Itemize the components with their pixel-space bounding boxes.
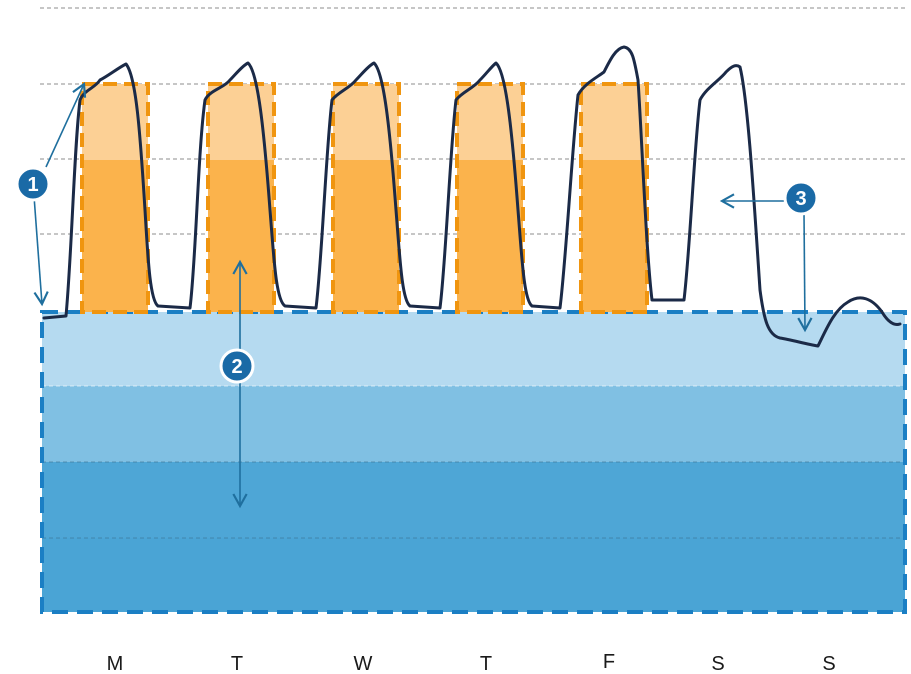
base-band-4 bbox=[42, 538, 905, 612]
workday-block-thu bbox=[455, 82, 525, 314]
base-band-2 bbox=[42, 386, 905, 462]
day-label-fri: F bbox=[603, 651, 615, 673]
callout-number-2: 2 bbox=[231, 356, 242, 378]
arrow-3-down bbox=[797, 212, 813, 333]
day-label-sun: S bbox=[822, 653, 835, 674]
callout-badge-3: 3 bbox=[783, 180, 819, 216]
workday-block-tue bbox=[206, 82, 276, 314]
day-label-sat: S bbox=[711, 653, 724, 674]
day-label-tue: T bbox=[231, 653, 243, 674]
workday-blocks bbox=[80, 82, 649, 314]
day-label-mon: M bbox=[107, 653, 124, 674]
arrow-1-down bbox=[33, 195, 49, 307]
base-band-1 bbox=[42, 312, 905, 386]
callout-number-1: 1 bbox=[27, 174, 38, 196]
callout-badge-1: 1 bbox=[15, 166, 51, 202]
callout-badge-2: 2 bbox=[219, 348, 255, 384]
load-profile-curve bbox=[42, 45, 902, 348]
day-label-thu: T bbox=[480, 653, 492, 674]
base-load-area bbox=[40, 310, 907, 614]
arrow-1-up bbox=[45, 82, 87, 168]
day-label-wed: W bbox=[354, 653, 373, 674]
workday-block-fri bbox=[579, 82, 649, 314]
base-band-3 bbox=[42, 462, 905, 538]
workday-block-wed bbox=[331, 82, 401, 314]
callout-arrows bbox=[33, 82, 813, 509]
callout-number-3: 3 bbox=[795, 188, 806, 210]
day-labels: M T W T F S S bbox=[107, 651, 836, 674]
